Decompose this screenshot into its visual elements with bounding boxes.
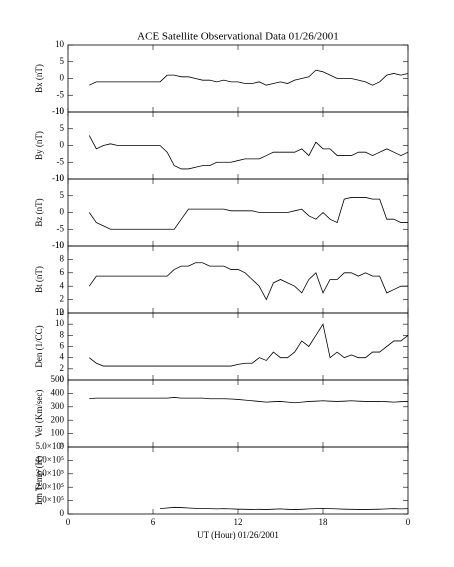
x-tick-label: 0 [406, 517, 411, 527]
y-tick-label: -10 [52, 106, 64, 116]
y-axis-label: Bx (nT) [34, 64, 44, 93]
y-tick-label: 2.0×10⁵ [36, 481, 64, 491]
x-tick-label: 12 [234, 517, 243, 527]
y-axis-label: Bt (nT) [34, 266, 44, 293]
y-tick-label: 0 [60, 307, 65, 317]
y-tick-label: 6 [60, 267, 65, 277]
y-tick-label: 0 [60, 140, 65, 150]
data-line [89, 69, 409, 86]
x-tick-label: 18 [319, 517, 329, 527]
panel-frame [67, 379, 409, 448]
y-tick-label: 0 [60, 508, 65, 518]
y-tick-label: 300 [51, 401, 65, 411]
y-tick-label: 10 [55, 173, 65, 183]
panel-frame [67, 245, 409, 314]
y-tick-label: 4 [60, 352, 65, 362]
x-tick-label: 0 [66, 517, 71, 527]
y-tick-label: 400 [51, 387, 65, 397]
data-line [88, 262, 408, 301]
y-tick-label: -5 [57, 89, 65, 99]
data-line [160, 506, 409, 510]
y-axis-label: By (nT) [34, 131, 44, 160]
y-axis-label: Den (1/CC) [34, 325, 44, 367]
y-tick-label: 2 [60, 294, 65, 304]
y-tick-label: 1.0×10⁵ [36, 495, 64, 505]
data-line [89, 323, 409, 367]
y-tick-label: 4 [60, 280, 65, 290]
panel-frame [67, 446, 409, 515]
y-tick-label: 0 [60, 374, 65, 384]
y-tick-label: 3.0×10⁵ [36, 468, 64, 478]
panel-frame [67, 312, 409, 381]
y-tick-label: -5 [57, 223, 65, 233]
chart-title: ACE Satellite Observational Data 01/26/2… [137, 31, 339, 43]
y-tick-label: 8 [60, 329, 65, 339]
y-tick-label: 5 [60, 56, 65, 66]
y-tick-label: 2 [60, 363, 65, 373]
panel-frame [67, 44, 409, 113]
y-tick-label: 10 [55, 106, 65, 116]
x-axis-label: UT (Hour) 01/26/2001 [197, 530, 279, 540]
y-tick-label: 8 [60, 253, 65, 263]
y-tick-label: 500 [51, 374, 65, 384]
y-tick-label: 5.0×10⁵ [36, 441, 64, 451]
y-axis-label: Bz (nT) [34, 198, 44, 226]
y-tick-label: 200 [51, 414, 65, 424]
y-tick-label: 100 [51, 428, 65, 438]
data-line [89, 397, 409, 404]
y-tick-label: -5 [57, 156, 65, 166]
y-tick-label: 0 [60, 73, 65, 83]
y-axis-label: Ion Temp (K) [34, 456, 44, 505]
data-line [88, 197, 408, 230]
y-tick-label: 5 [60, 123, 65, 133]
y-tick-label: 5 [60, 190, 65, 200]
y-tick-label: 10 [55, 240, 65, 250]
y-tick-label: 10 [55, 318, 65, 328]
y-tick-label: 4.0×10⁵ [36, 454, 64, 464]
y-tick-label: -10 [52, 173, 64, 183]
y-tick-label: 12 [55, 307, 64, 317]
y-tick-label: 0 [60, 207, 65, 217]
y-tick-label: 6 [60, 341, 65, 351]
y-tick-label: 0 [60, 441, 65, 451]
y-tick-label: -10 [52, 240, 64, 250]
x-tick-label: 6 [151, 517, 156, 527]
y-axis-label: Vel (Km/sec) [34, 390, 44, 438]
y-tick-label: 10 [55, 39, 65, 49]
panel-frame [67, 178, 409, 247]
data-line [88, 135, 409, 170]
